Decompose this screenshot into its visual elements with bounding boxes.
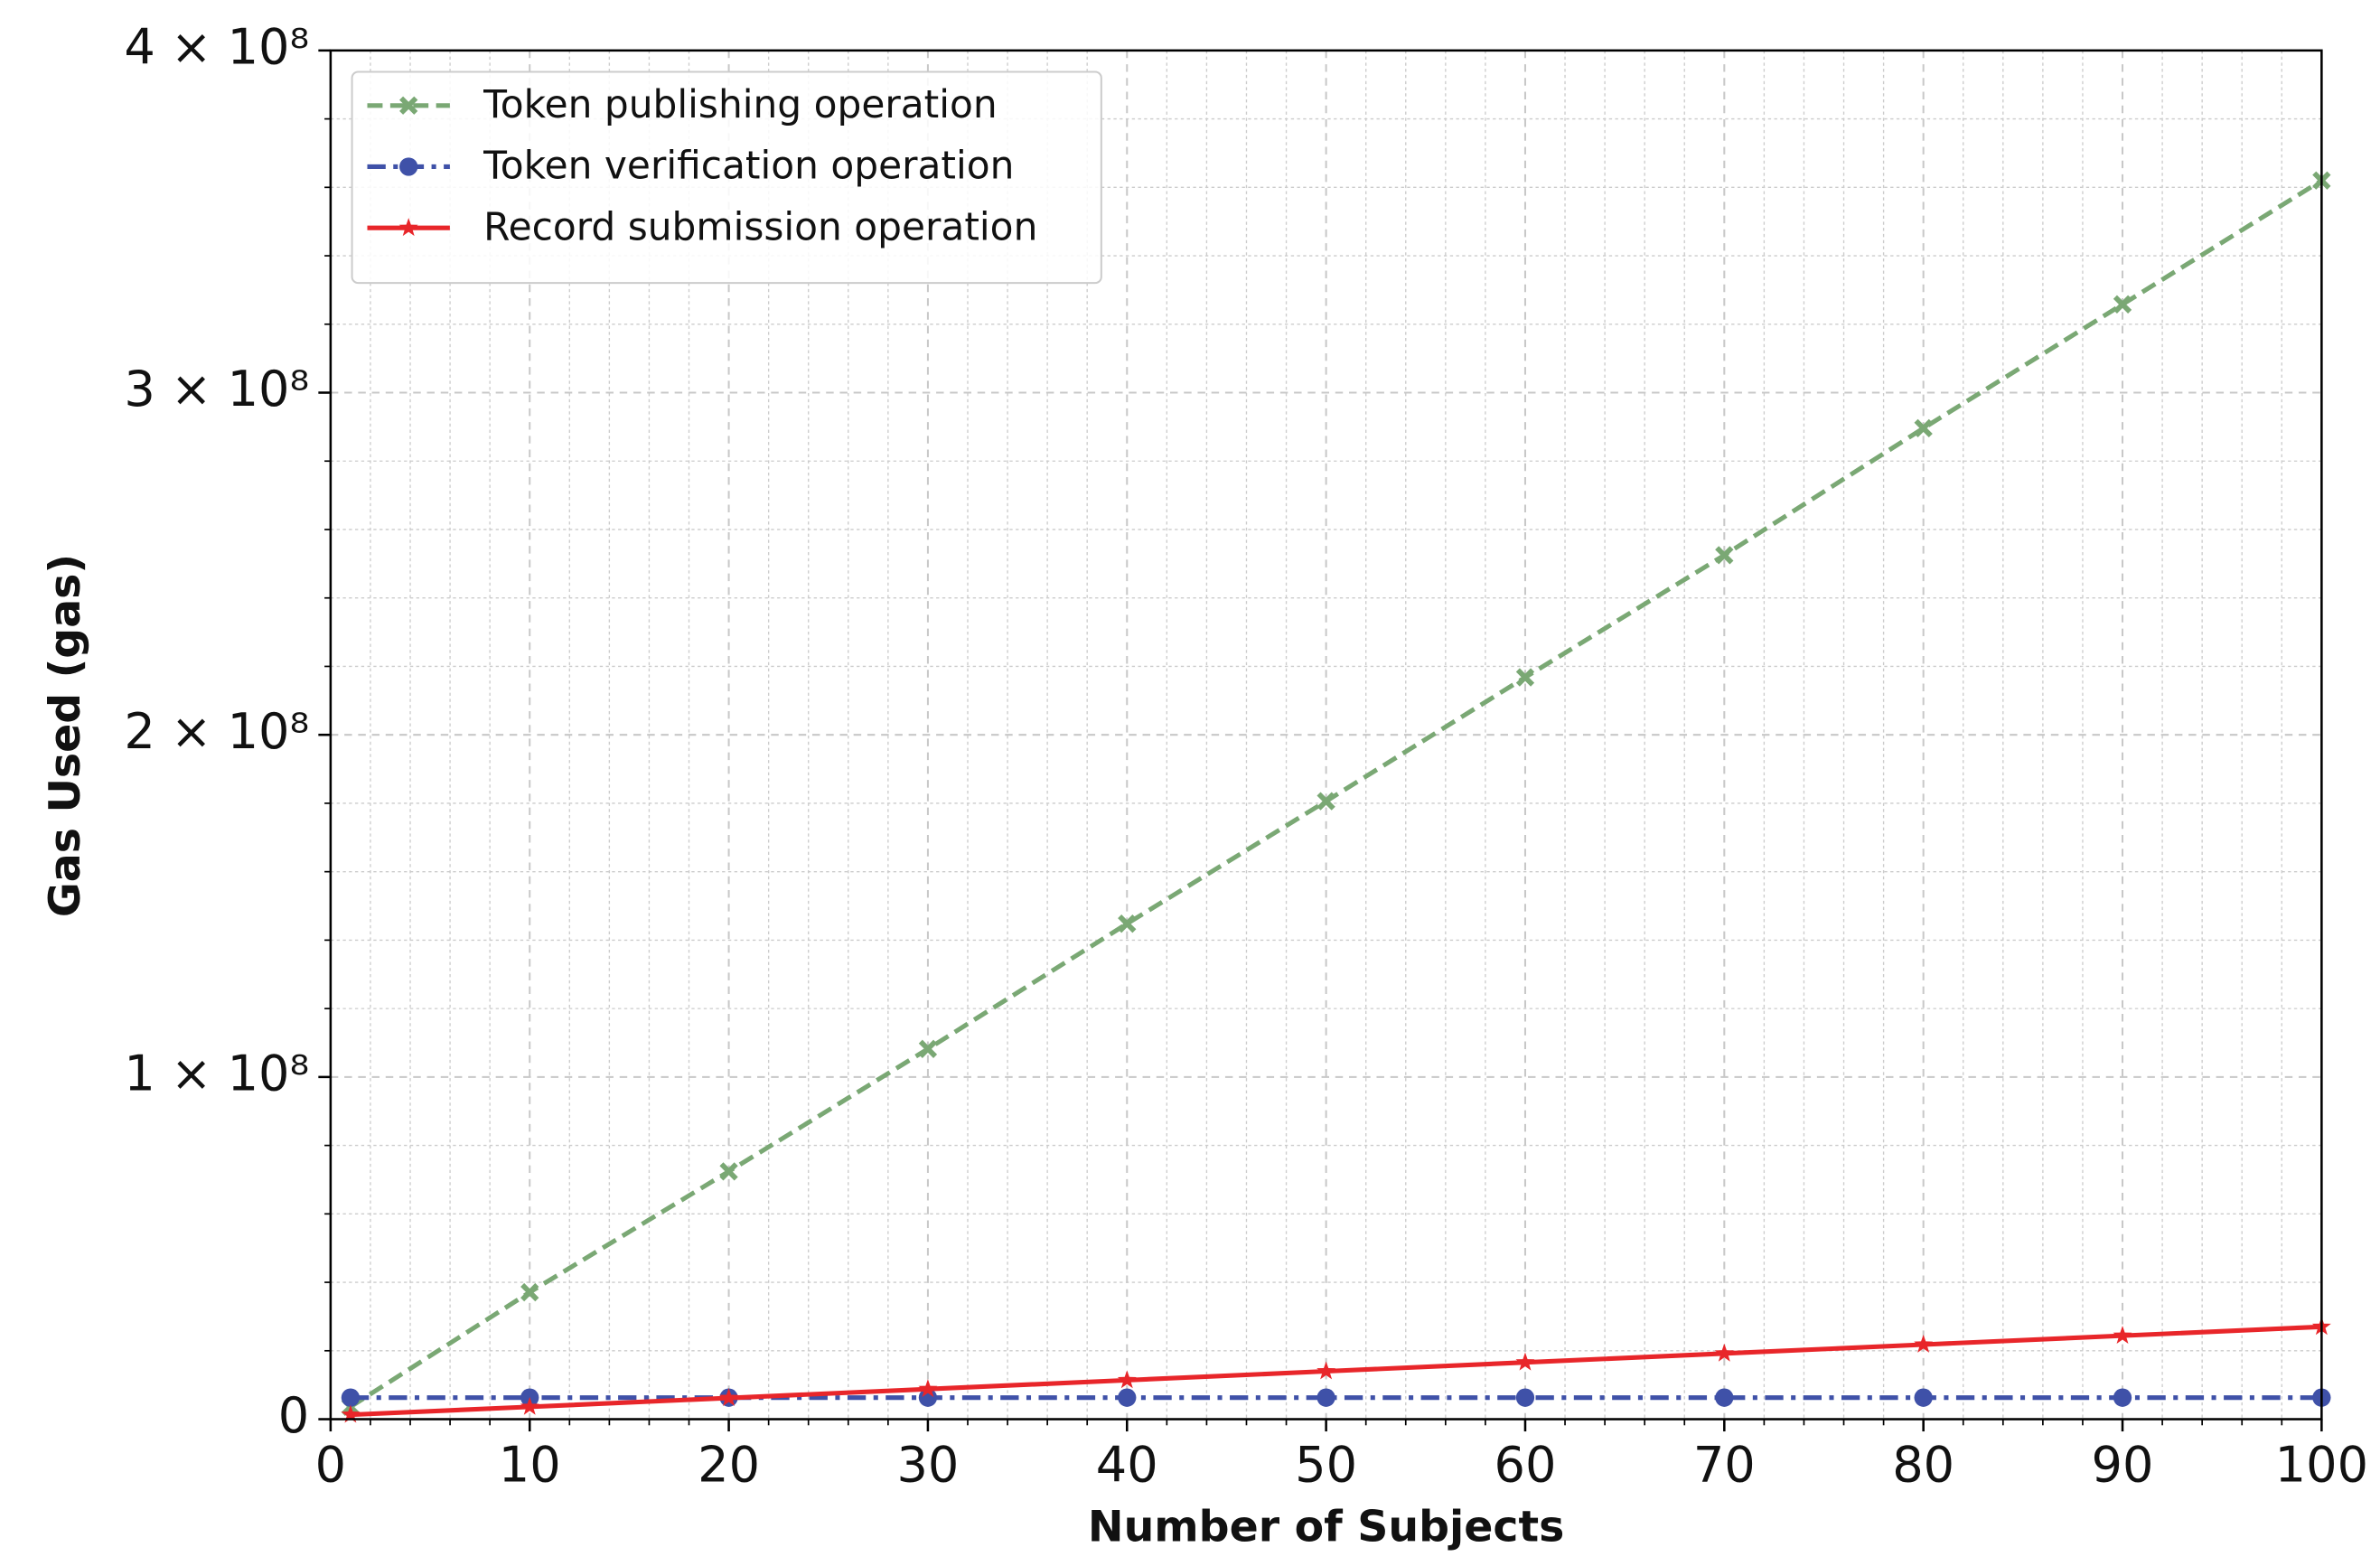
series-line [349,178,2323,1409]
point [341,1404,361,1423]
point [1316,1388,1335,1407]
point [1914,1334,1934,1353]
legend-box [351,70,1102,285]
x-axis-label: Number of Subjects [1088,1502,1564,1552]
point [341,1388,361,1407]
y-tick-label: 2 × 10⁸ [124,703,309,760]
point [1118,1388,1137,1407]
legend-label: Token publishing operation [483,82,998,127]
point [719,1162,738,1181]
point [1714,1343,1734,1362]
point [1515,1388,1535,1407]
point [2113,1326,2132,1345]
x-tick-label: 80 [1892,1436,1954,1493]
y-tick-label: 1 × 10⁸ [124,1046,309,1102]
point [1117,1370,1137,1389]
y-tick-label: 3 × 10⁸ [124,361,309,417]
point [1715,1388,1734,1407]
point [719,1388,739,1406]
point [918,1379,938,1398]
point [1316,792,1335,811]
point [2113,295,2132,314]
legend-label: Token verification operation [483,144,1014,188]
point [1515,1352,1535,1371]
x-tick-label: 40 [1096,1436,1158,1493]
x-tick-label: 60 [1495,1436,1557,1493]
x-tick-label: 20 [698,1436,760,1493]
legend-label: Record submission operation [483,204,1037,248]
y-axis-label: Gas Used (gas) [41,554,90,917]
x-tick-label: 70 [1693,1436,1756,1493]
x-tick-label: 10 [499,1436,561,1493]
point [918,1039,938,1058]
point [1914,418,1933,438]
point [1515,668,1535,687]
legend-marker [399,157,418,176]
point [1914,1388,1933,1407]
y-tick-label: 4 × 10⁸ [124,18,309,75]
x-tick-label: 50 [1295,1436,1357,1493]
x-tick-label: 0 [315,1436,346,1493]
point [520,1396,539,1415]
x-tick-label: 90 [2092,1436,2154,1493]
point [1715,546,1734,565]
x-tick-label: 100 [2275,1436,2368,1493]
point [2113,1388,2132,1407]
x-tick-label: 30 [896,1436,959,1493]
y-tick-label: 0 [278,1387,309,1444]
legend: Token publishing operation Token verifica… [351,70,1102,285]
point [1118,914,1137,933]
legend-marker [399,96,418,115]
legend-marker [398,218,418,237]
point [520,1282,539,1302]
series-line [350,1324,2322,1418]
point [1316,1361,1336,1380]
plot-frame [329,49,2323,1421]
